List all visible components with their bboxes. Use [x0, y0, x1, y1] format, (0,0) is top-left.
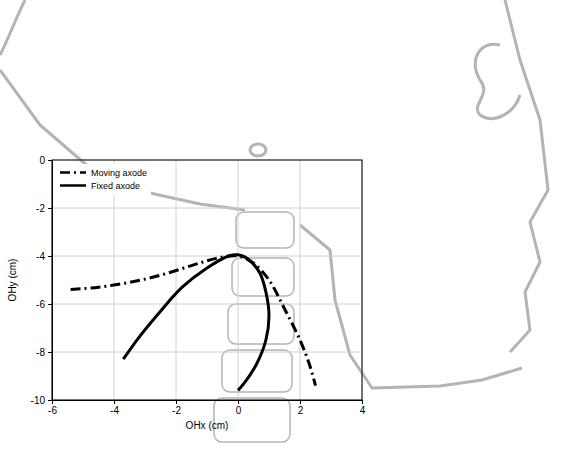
grid	[52, 160, 362, 400]
x-axis-title: OHx (cm)	[186, 420, 229, 431]
vertebrae	[214, 212, 294, 442]
vertebra	[222, 350, 292, 392]
silhouette	[0, 0, 548, 442]
outline	[300, 225, 522, 388]
grid-line	[52, 208, 362, 209]
legend-swatch	[60, 171, 86, 174]
tick: -6	[36, 299, 52, 310]
tick-mark	[48, 304, 52, 305]
tick: 4	[360, 400, 366, 416]
series-line	[71, 256, 316, 386]
tick: 0	[236, 400, 242, 416]
tick-label: -2	[172, 405, 181, 416]
grid-line	[52, 352, 362, 353]
outline	[0, 0, 25, 55]
outline	[250, 144, 266, 156]
tick-mark	[48, 352, 52, 353]
tick-label: -10	[31, 395, 46, 406]
y-axis-title: OHy (cm)	[7, 259, 18, 302]
tick: 0	[39, 155, 52, 166]
tick-label: -6	[48, 405, 57, 416]
chart: -6 -4 -2 0 2 4 -10 -8 -6 -4 -2 0 OHx (cm) OHy (cm) Mov…	[0, 0, 562, 469]
tick-label: -4	[36, 251, 45, 262]
vertebra	[236, 212, 294, 248]
lines	[71, 255, 316, 391]
tick-mark	[362, 400, 363, 404]
tick-label: -2	[36, 203, 45, 214]
x-axis: -6 -4 -2 0 2 4	[48, 400, 366, 416]
tick: -8	[36, 347, 52, 358]
plot-frame	[52, 160, 362, 400]
axis-line	[48, 161, 53, 401]
tick: -6	[48, 400, 57, 416]
tick-label: -4	[110, 405, 119, 416]
legend-box	[56, 164, 151, 195]
outline	[505, 0, 548, 352]
tick-mark	[238, 400, 239, 404]
grid-line	[52, 256, 362, 257]
grid-line	[300, 160, 301, 400]
tick: -10	[31, 395, 52, 406]
tick: -2	[36, 203, 52, 214]
tick-mark	[48, 256, 52, 257]
legend: Moving axode Fixed axode	[56, 164, 151, 195]
series-line	[123, 255, 269, 391]
y-axis: -10 -8 -6 -4 -2 0	[31, 155, 53, 406]
tick-mark	[114, 400, 115, 404]
tick-mark	[176, 400, 177, 404]
grid-line	[238, 160, 239, 400]
tick: 2	[298, 400, 304, 416]
grid-line	[176, 160, 177, 400]
tick-mark	[48, 160, 52, 161]
tick-label: 4	[360, 405, 366, 416]
grid-line	[52, 304, 362, 305]
legend-label: Moving axode	[91, 168, 147, 178]
legend-swatch	[60, 184, 86, 187]
tick: -4	[36, 251, 52, 262]
outline	[475, 44, 520, 118]
tick-label: 2	[298, 405, 304, 416]
tick-mark	[48, 400, 52, 401]
tick-mark	[300, 400, 301, 404]
grid-line	[114, 160, 115, 400]
tick-mark	[48, 208, 52, 209]
axis-line	[53, 401, 363, 405]
tick: -2	[172, 400, 181, 416]
tick-label: -8	[36, 347, 45, 358]
outline	[0, 70, 245, 210]
legend-label: Fixed axode	[91, 181, 140, 191]
tick: -4	[110, 400, 119, 416]
tick-label: -6	[36, 299, 45, 310]
tick-label: 0	[236, 405, 242, 416]
tick-label: 0	[39, 155, 45, 166]
